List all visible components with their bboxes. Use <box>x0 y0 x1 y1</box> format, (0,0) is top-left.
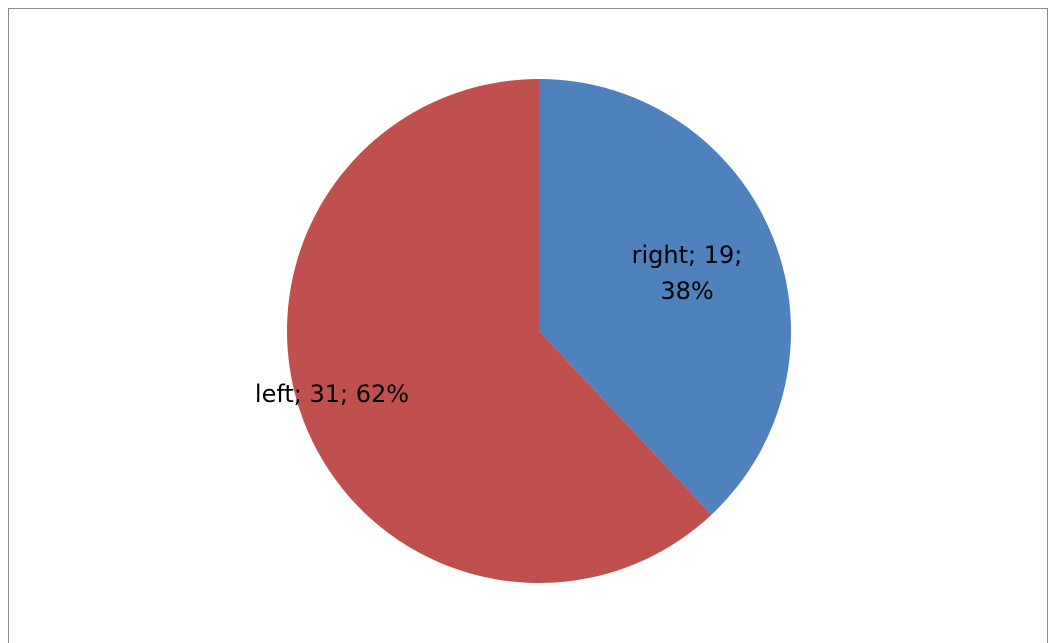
pie-slice-left <box>287 79 712 583</box>
data-label-line: right; 19; <box>632 241 743 269</box>
data-label-left: left; 31; 62% <box>255 380 409 408</box>
data-label-right: right; 19; 38% <box>632 241 743 305</box>
data-label-line: left; 31; 62% <box>255 380 409 408</box>
pie-data-labels: right; 19; 38% left; 31; 62% <box>255 241 742 408</box>
pie-slice-right <box>539 79 792 515</box>
pie-slices <box>287 79 792 583</box>
data-label-line: 38% <box>660 277 713 305</box>
